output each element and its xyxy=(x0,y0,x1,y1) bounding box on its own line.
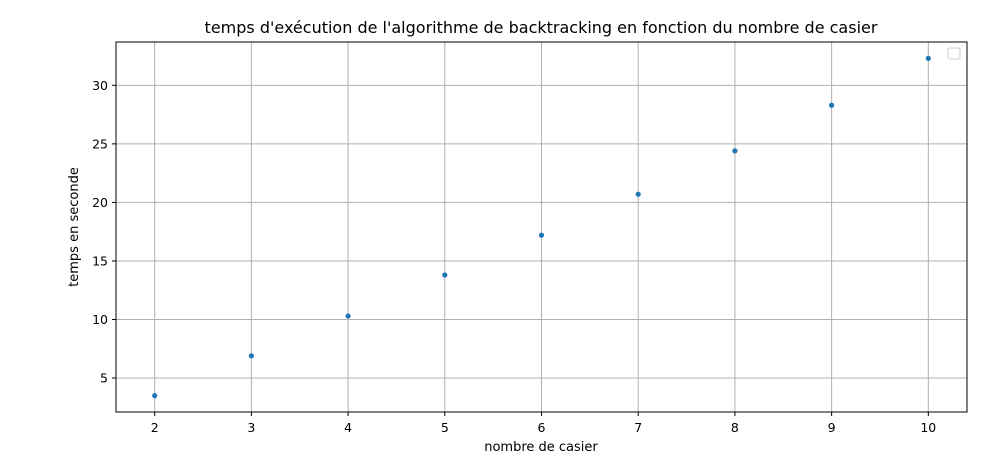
x-tick-label: 7 xyxy=(634,420,642,435)
tick-layer: 2 3 4 5 6 7 8 9 10 5 10 15 20 25 30 xyxy=(92,78,936,435)
legend-box xyxy=(947,47,961,60)
chart-title: temps d'exécution de l'algorithme de bac… xyxy=(205,18,878,37)
data-point xyxy=(635,191,641,197)
y-tick-label: 30 xyxy=(92,78,108,93)
y-tick-label: 5 xyxy=(100,371,108,386)
y-axis-label: temps en seconde xyxy=(67,167,82,287)
data-point xyxy=(732,148,738,154)
x-tick-label: 9 xyxy=(828,420,836,435)
y-tick-label: 25 xyxy=(92,136,108,151)
x-tick-label: 6 xyxy=(538,420,546,435)
x-tick-label: 8 xyxy=(731,420,739,435)
x-tick-label: 3 xyxy=(247,420,255,435)
data-point xyxy=(538,232,545,238)
x-axis-label: nombre de casier xyxy=(484,440,598,455)
x-tick-label: 4 xyxy=(344,420,352,435)
legend xyxy=(947,47,961,60)
data-point xyxy=(152,393,158,399)
y-tick-label: 20 xyxy=(92,195,108,210)
y-tick-label: 10 xyxy=(92,312,108,327)
y-tick-label: 15 xyxy=(92,253,108,268)
x-tick-label: 2 xyxy=(151,420,159,435)
data-point xyxy=(829,102,835,108)
x-tick-label: 5 xyxy=(441,420,449,435)
data-point xyxy=(345,313,351,319)
data-point xyxy=(925,55,931,61)
data-point xyxy=(442,272,448,278)
grid-layer xyxy=(116,42,967,412)
data-point xyxy=(248,353,254,359)
x-tick-label: 10 xyxy=(920,420,936,435)
data-points xyxy=(152,55,931,399)
